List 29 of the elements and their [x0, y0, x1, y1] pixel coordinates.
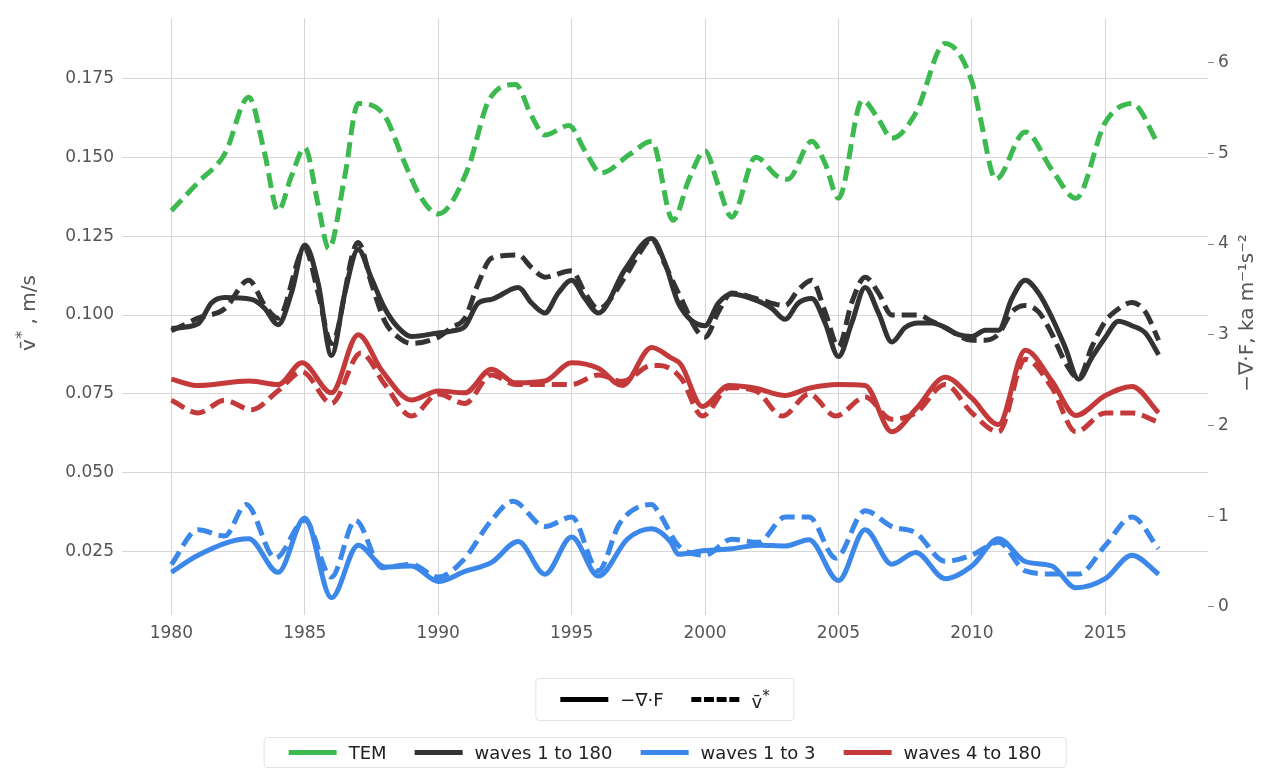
x-tick-label: 1980 [149, 621, 193, 642]
legend-label: waves 4 to 180 [903, 742, 1042, 763]
y2-axis-title: −∇·F, ka m⁻¹s⁻² [1234, 234, 1258, 392]
x-tick-label: 2005 [816, 621, 861, 642]
legend-label: waves 1 to 3 [700, 742, 816, 763]
y-tick-label: 0.125 [65, 224, 114, 245]
y2-tick-label: 1 [1218, 504, 1229, 525]
y-tick-label: 0.150 [65, 145, 114, 166]
y-tick-label: 0.100 [65, 303, 114, 324]
y-tick-label: 0.175 [65, 66, 114, 87]
x-tick-label: 1985 [283, 621, 327, 642]
y2-tick-label: 0 [1218, 595, 1229, 616]
y-tick-label: 0.075 [65, 382, 114, 403]
text: v̄$^{*}$ [751, 687, 770, 712]
y2-tick-label: 4 [1218, 232, 1229, 253]
y-tick-label: 0.050 [65, 461, 114, 482]
x-tick-label: 1995 [549, 621, 594, 642]
y2-tick-label: 2 [1218, 413, 1229, 434]
x-tick-label: 2015 [1083, 621, 1127, 642]
legend-label: TEM [348, 742, 387, 763]
y2-tick-label: 5 [1218, 141, 1229, 162]
text: −∇·F [620, 689, 664, 710]
y-tick-label: 0.025 [65, 540, 114, 561]
x-tick-label: 2010 [950, 621, 994, 642]
y2-tick-label: 6 [1218, 51, 1229, 72]
x-tick-label: 1990 [416, 621, 460, 642]
legend-label: waves 1 to 180 [474, 742, 613, 763]
y2-tick-label: 3 [1218, 323, 1229, 344]
x-tick-label: 2000 [683, 621, 727, 642]
